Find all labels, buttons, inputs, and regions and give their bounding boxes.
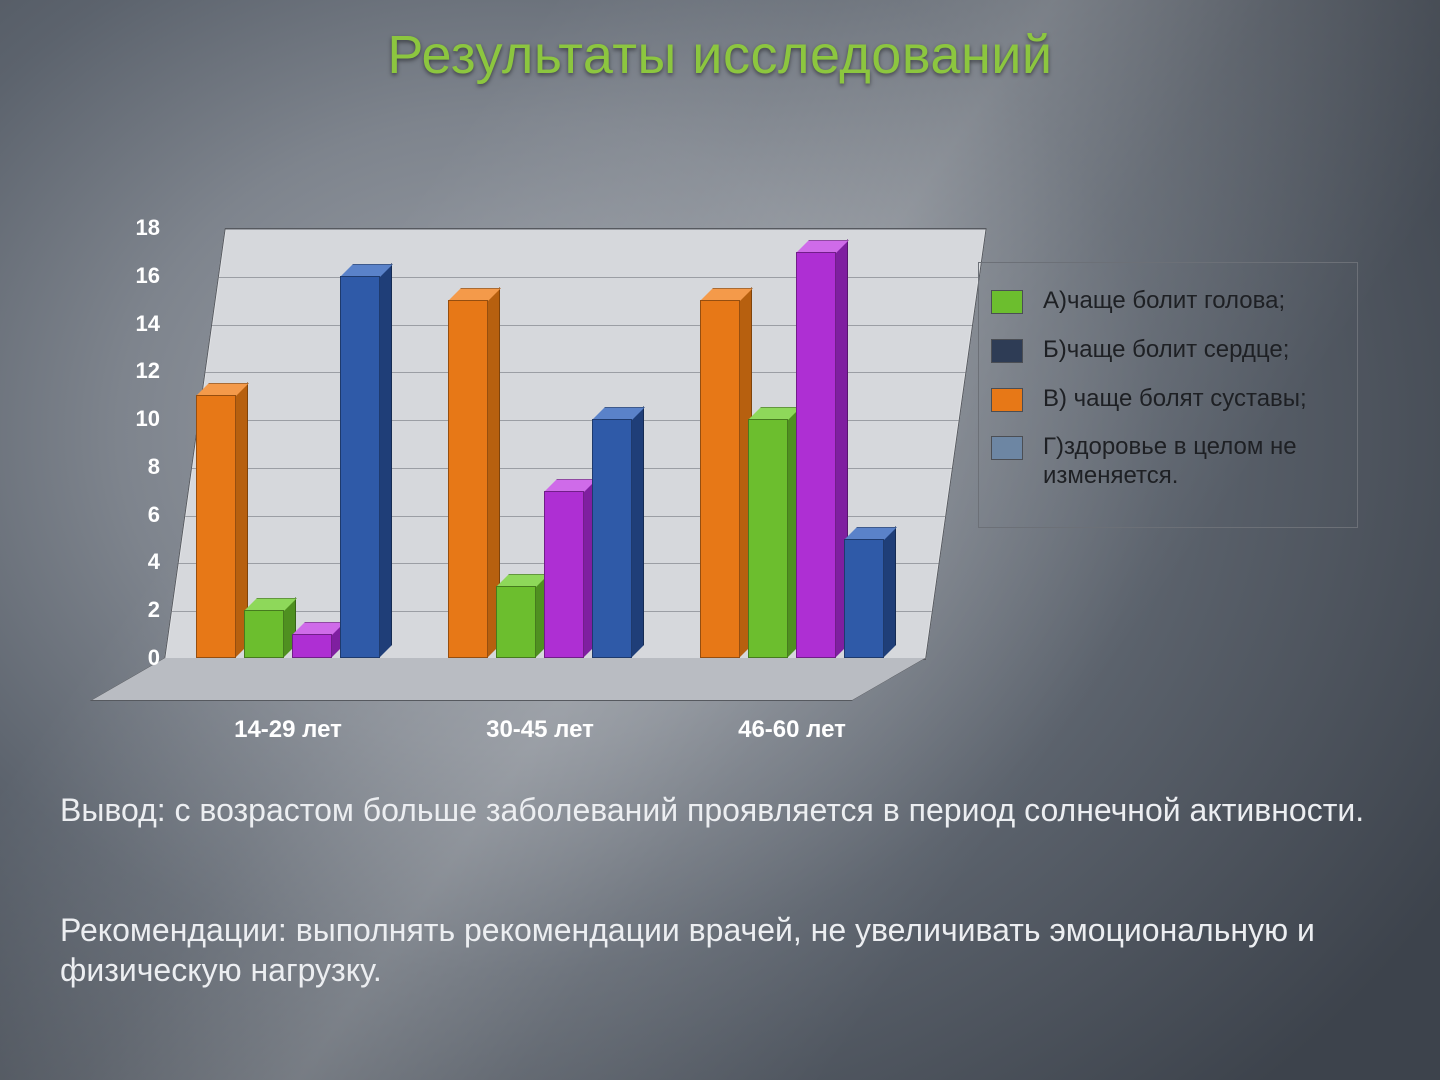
bars-layer	[164, 228, 924, 658]
bar	[544, 491, 584, 658]
legend-swatch	[991, 339, 1023, 363]
bar	[700, 300, 740, 658]
bar	[592, 419, 632, 658]
legend: А)чаще болит голова; Б)чаще болит сердце;…	[978, 262, 1358, 528]
y-tick: 10	[120, 406, 160, 432]
x-label: 46-60 лет	[692, 716, 892, 744]
legend-item: Г)здоровье в целом не изменяется.	[991, 433, 1345, 491]
bar	[796, 252, 836, 658]
y-tick: 14	[120, 311, 160, 337]
plot-floor	[90, 658, 926, 701]
y-tick: 2	[120, 597, 160, 623]
x-label: 30-45 лет	[440, 716, 640, 744]
bar	[448, 300, 488, 658]
bar	[748, 419, 788, 658]
bar	[496, 586, 536, 658]
page-title: Результаты исследований	[0, 24, 1440, 86]
legend-label: А)чаще болит голова;	[1043, 287, 1285, 316]
y-tick: 6	[120, 502, 160, 528]
legend-item: В) чаще болят суставы;	[991, 385, 1345, 414]
bar	[292, 634, 332, 658]
legend-label: Б)чаще болит сердце;	[1043, 336, 1289, 365]
recommendation-text: Рекомендации: выполнять рекомендации вра…	[60, 910, 1380, 990]
legend-label: Г)здоровье в целом не изменяется.	[1043, 433, 1345, 491]
bar	[244, 610, 284, 658]
y-tick: 16	[120, 263, 160, 289]
legend-label: В) чаще болят суставы;	[1043, 385, 1307, 414]
legend-item: Б)чаще болит сердце;	[991, 336, 1345, 365]
y-tick: 12	[120, 358, 160, 384]
y-tick: 8	[120, 454, 160, 480]
bar	[196, 395, 236, 658]
bar	[844, 539, 884, 658]
conclusion-text: Вывод: с возрастом больше заболеваний пр…	[60, 790, 1380, 830]
legend-swatch	[991, 290, 1023, 314]
bar	[340, 276, 380, 658]
x-label: 14-29 лет	[188, 716, 388, 744]
y-tick: 0	[120, 645, 160, 671]
legend-item: А)чаще болит голова;	[991, 287, 1345, 316]
legend-swatch	[991, 436, 1023, 460]
y-tick: 4	[120, 549, 160, 575]
legend-swatch	[991, 388, 1023, 412]
bar-chart: 02468101214161814-29 лет30-45 лет46-60 л…	[108, 216, 948, 736]
y-tick: 18	[120, 215, 160, 241]
